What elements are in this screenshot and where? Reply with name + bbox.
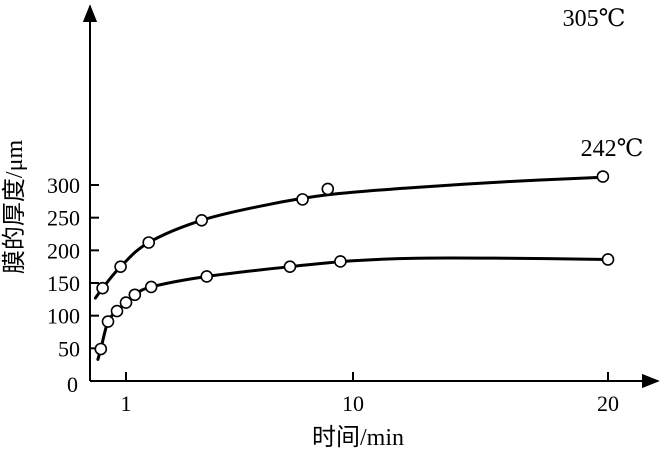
- y-tick-label: 100: [47, 304, 80, 329]
- data-point: [94, 342, 108, 356]
- y-tick-label: 250: [47, 206, 80, 231]
- data-point: [283, 260, 297, 273]
- data-point: [296, 193, 309, 206]
- data-point: [114, 260, 127, 273]
- series-242c: 242℃: [94, 136, 644, 361]
- series-label: 242℃: [581, 136, 644, 162]
- data-point: [128, 288, 142, 302]
- data-point: [596, 170, 610, 183]
- data-point: [142, 236, 155, 249]
- data-point: [321, 182, 335, 196]
- x-tick-label: 10: [342, 391, 364, 416]
- series-label: 305℃: [563, 6, 626, 32]
- data-point: [110, 304, 124, 318]
- data-point: [96, 281, 109, 295]
- y-tick-label: 150: [47, 271, 80, 296]
- data-point: [144, 280, 158, 294]
- origin-label: 0: [67, 372, 78, 397]
- y-tick-label: 200: [47, 238, 80, 263]
- y-tick-label: 50: [58, 336, 80, 361]
- data-point: [601, 253, 615, 266]
- y-axis-label: 膜的厚度/μm: [1, 140, 28, 275]
- data-point: [334, 255, 347, 268]
- data-point: [119, 296, 133, 309]
- y-tick-label: 300: [47, 173, 80, 198]
- x-axis-ticks: 0 1 10 20: [67, 372, 619, 416]
- data-point: [101, 315, 115, 328]
- series-305c: 305℃: [93, 6, 626, 300]
- x-axis-label: 时间/min: [312, 424, 404, 449]
- series-layer: 305℃ 242℃: [93, 6, 644, 361]
- y-axis-ticks: 50 100 150 200 250 300: [47, 173, 99, 361]
- series-line: [93, 175, 605, 300]
- series-line: [96, 256, 610, 361]
- x-tick-label: 1: [121, 391, 132, 416]
- x-tick-label: 20: [597, 391, 619, 416]
- data-point: [200, 270, 214, 283]
- data-point: [195, 213, 208, 227]
